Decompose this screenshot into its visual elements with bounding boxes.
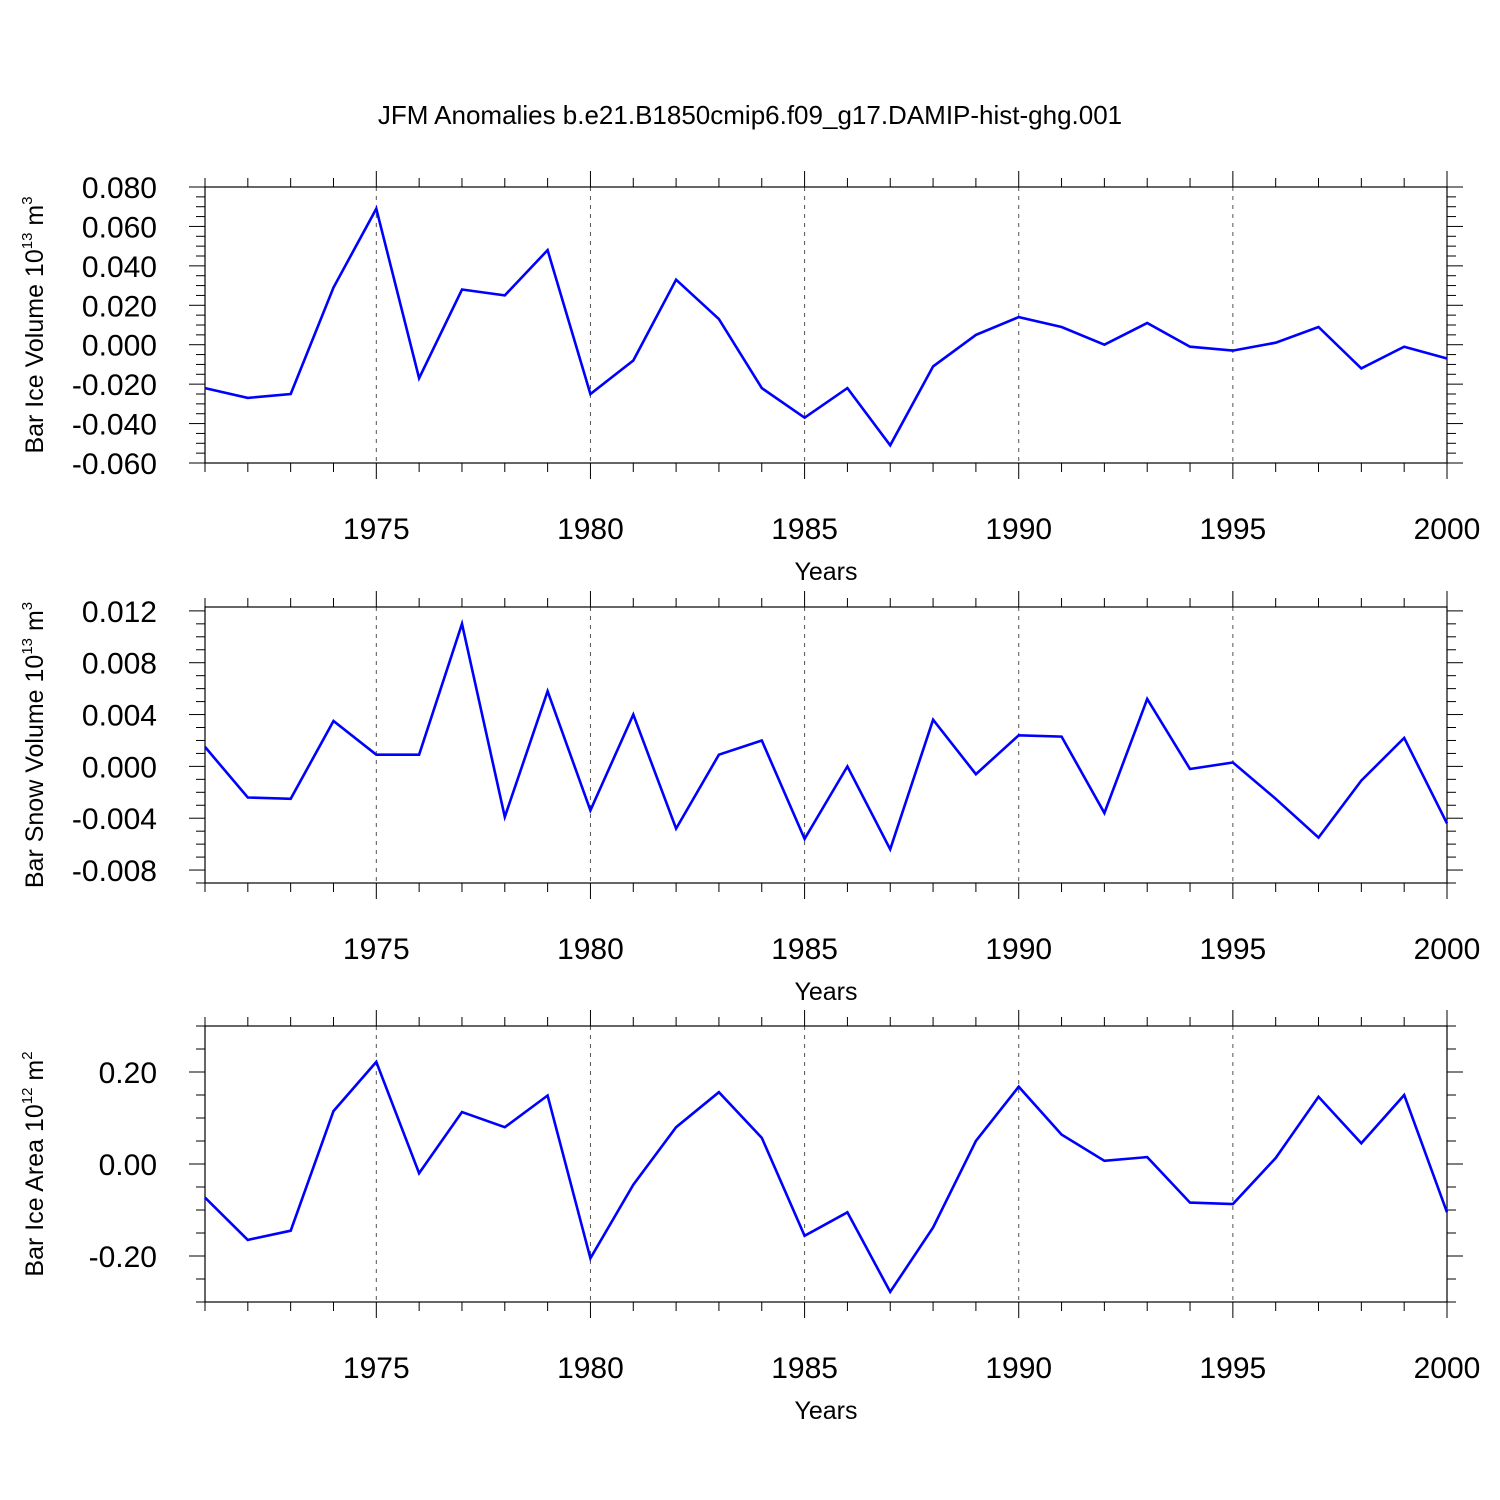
- x-tick-label: 2000: [1414, 933, 1481, 966]
- panel-ice-area: 0.20 0.00 -0.20 1975 1980 1985 1990 1995 2000 Yea…: [19, 1010, 1480, 1425]
- y-tick-label: -0.004: [72, 803, 157, 836]
- y-axis-label: Bar Snow Volume 1013 m3: [19, 602, 49, 888]
- x-tick-label: 1990: [985, 933, 1052, 966]
- y-tick-label: 0.000: [82, 751, 157, 784]
- plot-frame: [204, 186, 1448, 464]
- x-tick-label: 1975: [343, 513, 410, 546]
- y-tick-label: 0.060: [82, 211, 157, 244]
- x-tick-label: 1975: [343, 933, 410, 966]
- figure-title: JFM Anomalies b.e21.B1850cmip6.f09_g17.D…: [378, 100, 1122, 130]
- y-tick-label: -0.008: [72, 855, 157, 888]
- x-tick-label: 1980: [557, 1352, 624, 1385]
- y-tick-label: 0.020: [82, 290, 157, 323]
- y-tick-label: 0.080: [82, 172, 157, 205]
- y-tick-label: 0.008: [82, 648, 157, 681]
- x-tick-label: 1990: [985, 1352, 1052, 1385]
- x-tick-label: 1980: [557, 933, 624, 966]
- x-tick-label: 1995: [1199, 1352, 1266, 1385]
- x-tick-label: 1995: [1199, 933, 1266, 966]
- y-tick-label: 0.012: [82, 596, 157, 629]
- x-tick-label: 1990: [985, 513, 1052, 546]
- x-tick-label: 1985: [771, 933, 838, 966]
- x-tick-label: 1980: [557, 513, 624, 546]
- x-tick-label: 1995: [1199, 513, 1266, 546]
- y-tick-label: 0.000: [82, 330, 157, 363]
- plot-frame: [204, 1025, 1448, 1303]
- x-tick-label: 1985: [771, 1352, 838, 1385]
- plot-frame: [204, 606, 1448, 884]
- x-axis-label: Years: [794, 1397, 857, 1425]
- y-axis-label: Bar Ice Volume 1013 m3: [19, 196, 49, 453]
- series-line: [204, 205, 1448, 448]
- y-tick-label: 0.040: [82, 251, 157, 284]
- panel-snow-volume: 0.012 0.008 0.004 0.000 -0.004 -0.008 1975 1980…: [19, 591, 1480, 1006]
- y-tick-label: -0.20: [89, 1241, 157, 1274]
- x-tick-label: 1985: [771, 513, 838, 546]
- panel-ice-volume: 0.080 0.060 0.040 0.020 0.000 -0.020 -0.040 -0.…: [19, 171, 1480, 586]
- x-axis-label: Years: [794, 978, 857, 1006]
- series-line: [204, 618, 1449, 853]
- y-tick-label: -0.020: [72, 369, 157, 402]
- y-tick-label: 0.20: [99, 1057, 157, 1090]
- x-tick-label: 2000: [1414, 513, 1481, 546]
- y-axis-label: Bar Ice Area 1012 m2: [19, 1051, 49, 1276]
- x-axis-label: Years: [794, 558, 857, 586]
- y-tick-label: -0.040: [72, 409, 157, 442]
- y-tick-label: 0.00: [99, 1149, 157, 1182]
- x-tick-label: 1975: [343, 1352, 410, 1385]
- y-tick-label: -0.060: [72, 448, 157, 481]
- x-tick-label: 2000: [1414, 1352, 1481, 1385]
- series-line: [204, 1059, 1449, 1295]
- y-tick-label: 0.004: [82, 700, 157, 733]
